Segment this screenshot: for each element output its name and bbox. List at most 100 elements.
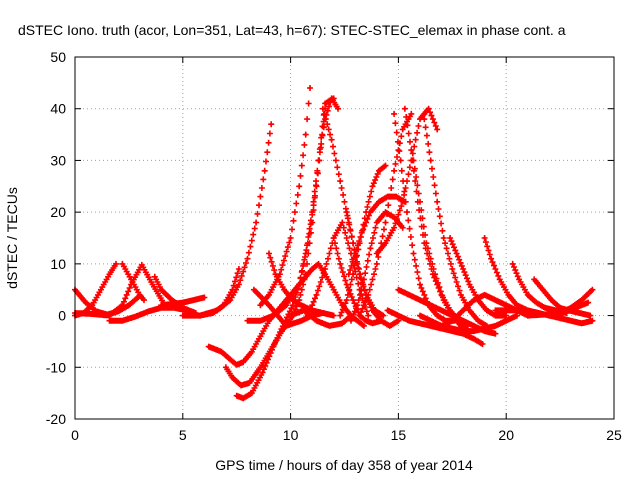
data-point <box>392 112 396 116</box>
data-series <box>373 105 441 257</box>
data-point <box>435 200 439 204</box>
data-point <box>573 306 577 310</box>
data-point <box>418 298 422 302</box>
data-point <box>386 309 390 312</box>
data-point <box>504 319 508 323</box>
data-point <box>384 164 387 168</box>
data-point <box>371 184 374 188</box>
data-point <box>532 277 536 281</box>
data-series <box>546 299 592 319</box>
data-point <box>588 314 592 317</box>
data-point <box>427 107 430 111</box>
data-point <box>468 283 471 286</box>
data-point <box>368 210 372 214</box>
y-tick-label: 50 <box>50 49 66 65</box>
data-point <box>375 252 379 255</box>
x-tick-label: 15 <box>391 427 407 443</box>
data-series <box>348 209 406 324</box>
data-point <box>306 314 310 317</box>
data-series <box>356 110 415 319</box>
data-point <box>282 288 286 292</box>
data-point <box>315 293 318 297</box>
data-point <box>267 252 271 255</box>
data-point <box>304 133 308 136</box>
data-point <box>181 301 185 305</box>
data-point <box>90 303 94 307</box>
data-point <box>336 107 340 111</box>
data-point <box>371 309 374 312</box>
y-tick-label: -20 <box>46 411 66 427</box>
data-point <box>297 184 301 188</box>
data-point <box>237 283 241 286</box>
data-point <box>483 293 487 297</box>
data-point <box>550 298 553 302</box>
data-point <box>302 309 305 312</box>
data-point <box>388 324 392 328</box>
data-point <box>440 309 443 312</box>
data-point <box>274 272 277 276</box>
data-point <box>379 319 383 323</box>
data-point <box>259 334 262 338</box>
data-point <box>483 236 487 240</box>
data-point <box>362 324 366 328</box>
data-point <box>347 272 351 276</box>
data-point <box>429 159 433 162</box>
y-axis-label: dSTEC / TECUs <box>4 187 20 289</box>
data-point <box>412 252 415 255</box>
y-axis-ticks: -20 -10 0 10 20 30 40 50 <box>46 49 614 427</box>
data-point <box>397 319 400 323</box>
data-point <box>310 267 314 271</box>
data-point <box>418 283 422 286</box>
data-point <box>526 314 530 317</box>
data-point <box>418 200 422 204</box>
data-point <box>366 314 370 317</box>
data-point <box>271 345 275 348</box>
data-point <box>172 306 176 310</box>
data-point <box>151 283 155 286</box>
data-point <box>461 309 465 312</box>
y-tick-label: 30 <box>50 152 66 168</box>
plot-frame <box>74 56 615 420</box>
data-point <box>494 314 497 317</box>
data-point <box>317 262 321 266</box>
data-point <box>299 319 303 323</box>
y-tick-label: -10 <box>46 359 66 375</box>
data-point <box>394 195 398 199</box>
y-tick-label: 10 <box>50 256 66 272</box>
data-series <box>197 266 242 319</box>
data-point <box>498 277 502 281</box>
data-point <box>220 350 224 354</box>
data-point <box>114 262 118 266</box>
data-series <box>119 260 147 304</box>
data-point <box>461 319 465 323</box>
data-point <box>235 363 239 367</box>
data-point <box>291 298 295 302</box>
data-series <box>447 235 510 319</box>
data-point <box>375 262 379 266</box>
y-tick-label: 40 <box>50 101 66 117</box>
data-point <box>330 138 333 142</box>
data-point <box>284 324 288 328</box>
data-point <box>407 293 411 297</box>
data-point <box>377 200 381 204</box>
data-point <box>429 324 433 328</box>
data-point <box>515 314 519 317</box>
x-axis-ticks: 0 5 10 15 20 25 <box>71 57 622 443</box>
data-point <box>297 283 301 286</box>
data-point <box>304 272 308 276</box>
data-point <box>578 311 581 315</box>
data-series <box>158 294 208 309</box>
data-point <box>159 288 163 292</box>
data-point <box>494 298 497 302</box>
data-point <box>547 314 551 317</box>
data-point <box>543 313 547 316</box>
data-point <box>409 148 413 152</box>
x-axis-label: GPS time / hours of day 358 of year 2014 <box>215 457 473 473</box>
data-point <box>328 324 331 328</box>
data-point <box>202 296 206 299</box>
data-point <box>364 210 368 214</box>
data-point <box>422 117 426 121</box>
data-point <box>435 314 439 317</box>
data-point <box>489 257 493 261</box>
